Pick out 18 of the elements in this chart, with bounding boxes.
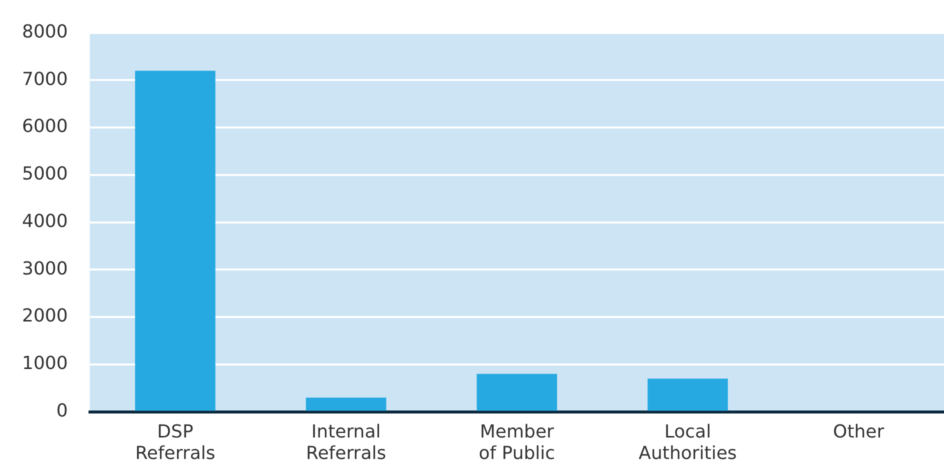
bar xyxy=(306,398,386,411)
y-tick-label: 2000 xyxy=(22,306,68,327)
y-tick-label: 5000 xyxy=(22,164,68,185)
bar xyxy=(476,374,558,411)
y-tick-label: 8000 xyxy=(22,21,68,42)
bar xyxy=(135,70,216,411)
y-tick-label: 4000 xyxy=(22,210,68,232)
x-tick-label: Internal Referrals xyxy=(306,421,386,464)
x-tick-label: Member of Public xyxy=(478,421,556,464)
x-tick-label: Local Authorities xyxy=(638,421,737,464)
y-tick-label: 3000 xyxy=(22,258,68,280)
x-tick-label: Other xyxy=(833,421,885,442)
y-tick-label: 6000 xyxy=(22,116,68,138)
y-tick-label: 0 xyxy=(56,400,68,422)
bar xyxy=(648,378,728,411)
y-tick-label: 1000 xyxy=(22,353,68,374)
x-tick-label: DSP Referrals xyxy=(135,421,216,464)
y-tick-label: 7000 xyxy=(22,68,68,90)
